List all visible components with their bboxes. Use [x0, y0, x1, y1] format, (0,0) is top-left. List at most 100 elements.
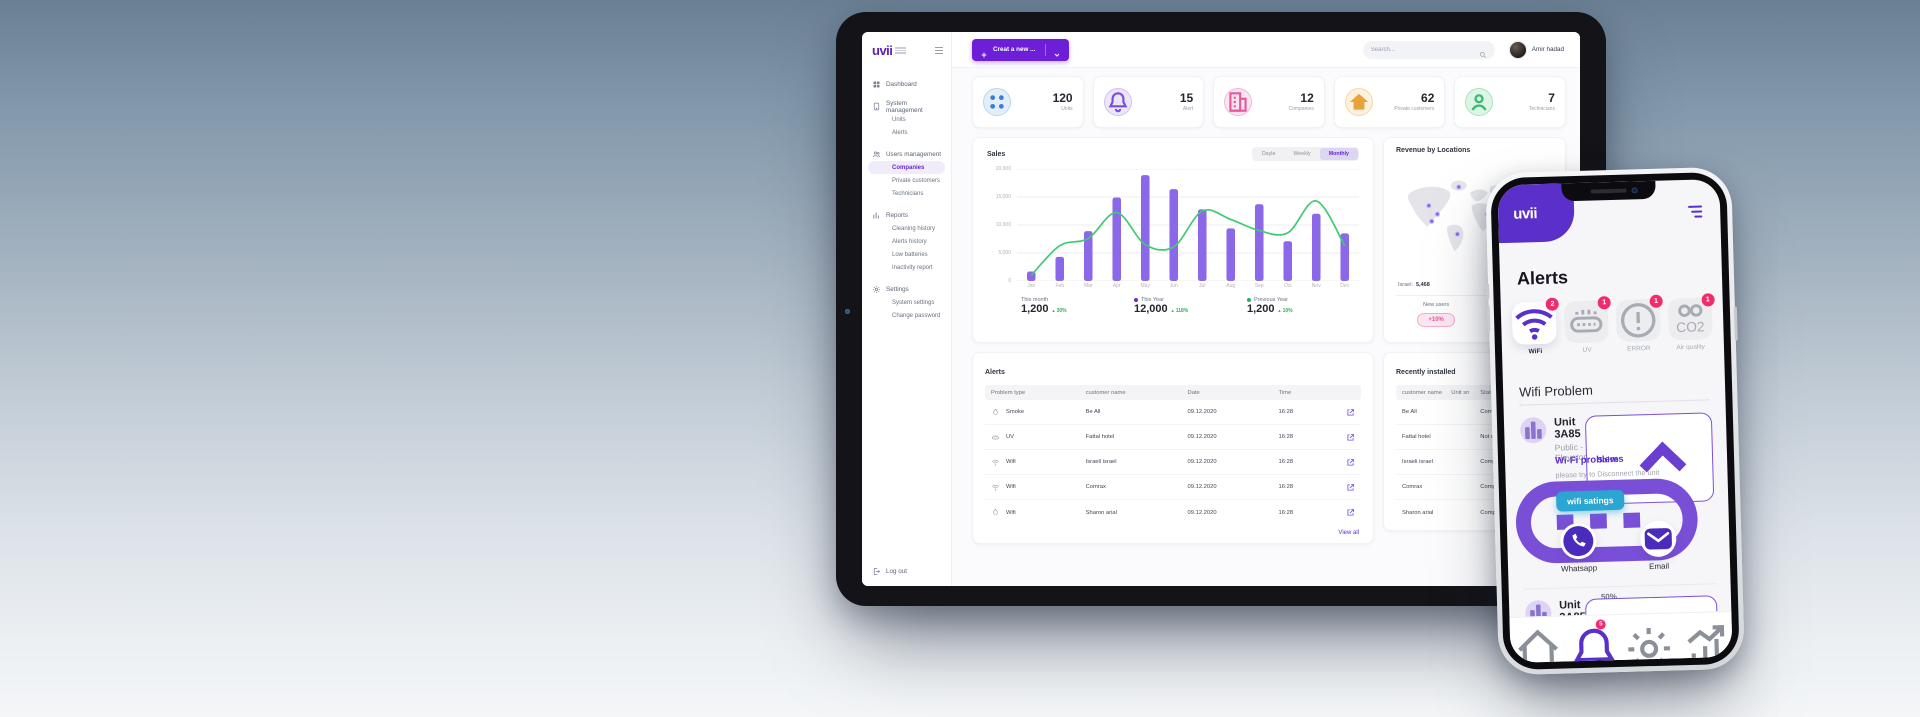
sidebar-item-label: Private customers — [892, 177, 941, 184]
customer-name: Fattal hotel — [1085, 434, 1115, 440]
alert-category[interactable]: 1 ERROR — [1615, 294, 1663, 353]
volume-button — [1486, 283, 1490, 300]
stat-label: Technicians — [1528, 105, 1555, 112]
sidebar-item[interactable]: System management — [868, 100, 945, 114]
sidebar-item[interactable]: Units — [868, 113, 945, 126]
x-tick: Jan — [1027, 283, 1036, 289]
location-value: 5,468 — [1415, 282, 1430, 288]
alert-category[interactable]: CO2 1 Air quality — [1667, 293, 1715, 351]
open-alert-icon[interactable] — [1346, 433, 1355, 442]
tablet-device: uvii Dashboard System management — [836, 12, 1606, 606]
sidebar-item-logout[interactable]: Log out — [862, 564, 951, 578]
stat-label: Alert — [1182, 105, 1194, 112]
topbar: Creat a new ... Amir hadad — [952, 32, 1580, 68]
y-tick: 20,000 — [995, 166, 1011, 172]
volume-button — [1486, 305, 1491, 332]
nav-item[interactable]: 5 ALERTS — [1565, 615, 1622, 663]
button-divider — [1045, 43, 1047, 56]
problem-type-icon — [991, 483, 1000, 492]
sidebar-item[interactable]: Reports — [868, 209, 945, 222]
search-input[interactable] — [1370, 46, 1479, 53]
sales-plot — [1017, 169, 1359, 281]
view-all-link[interactable]: View all — [1338, 530, 1359, 536]
category-label: UV — [1582, 346, 1592, 354]
summary-label: Previous Year — [1254, 297, 1288, 303]
sidebar-item[interactable]: Alerts — [868, 126, 945, 139]
contact-action[interactable]: Email — [1639, 520, 1677, 571]
contact-action[interactable]: Whatsapp — [1559, 522, 1597, 574]
kpi-item: New users +10% — [1417, 302, 1455, 327]
nav-item[interactable]: STATISTICS — [1676, 612, 1733, 664]
sales-card: Sales Dayle Weekly Monthly — [972, 137, 1374, 343]
summary-item: Previous Year 1,200 10% — [1247, 297, 1333, 315]
period-tab[interactable]: Weekly — [1293, 151, 1311, 157]
create-new-button[interactable]: Creat a new ... — [972, 38, 1070, 61]
nav-item[interactable]: HOME — [1509, 616, 1566, 664]
alerts-card: Alerts Problem type customer name Date T… — [972, 352, 1374, 544]
uvii-logo: uvii — [872, 43, 893, 58]
sidebar-item[interactable]: Users management — [868, 148, 945, 161]
contact-actions: Whatsapp Email — [1507, 519, 1730, 575]
user-name: Amir hadad — [1531, 46, 1564, 53]
svg-text:CO2: CO2 — [1676, 319, 1705, 335]
sidebar-item[interactable]: Dashboard — [868, 78, 945, 91]
alert-category[interactable]: 1 UV — [1563, 296, 1611, 354]
sidebar-item[interactable]: Cleaning history — [868, 222, 945, 235]
alerts-table-header: Problem type customer name Date Time — [985, 385, 1361, 400]
alert-category[interactable]: 2 WiFi — [1512, 297, 1560, 356]
open-alert-icon[interactable] — [1346, 408, 1355, 417]
nav-item[interactable]: SETTINGS — [1620, 613, 1677, 664]
customer-name: Israeli israel — [1085, 459, 1117, 465]
power-button — [1733, 306, 1738, 341]
sidebar-item[interactable]: Inactivity report — [868, 261, 945, 274]
col-time: Time — [1278, 389, 1292, 396]
phone-screen: uvii Alerts 2 WiFi 1 — [1497, 178, 1733, 664]
sidebar-collapse-icon[interactable] — [935, 46, 943, 55]
open-alert-icon[interactable] — [1346, 508, 1355, 517]
page-title: Alerts — [1516, 267, 1569, 289]
kpi-label: New users — [1423, 302, 1450, 308]
sidebar-item[interactable]: System settings — [868, 296, 945, 309]
uvii-logo: uvii — [1512, 205, 1538, 223]
sidebar-item-label: System settings — [892, 299, 935, 306]
x-tick: Feb — [1055, 283, 1065, 289]
stat-label: Units — [1061, 105, 1073, 112]
sidebar-item[interactable]: Change password — [868, 309, 945, 322]
section-title: Wifi Problem — [1518, 382, 1594, 400]
open-alert-icon[interactable] — [1346, 483, 1355, 492]
alert-row: Wifi Comrax 09.12.2020 16:28 — [985, 475, 1361, 500]
problem-type: UV — [1006, 434, 1015, 440]
solve-button[interactable]: Solve — [1585, 412, 1715, 506]
wifi-settings-button[interactable]: wifi satings — [1555, 489, 1625, 512]
category-icon — [1512, 301, 1557, 346]
problem-type: Wifi — [1006, 509, 1016, 516]
problem-type: Wifi — [1006, 484, 1016, 490]
search-icon[interactable] — [1479, 46, 1487, 58]
customer-name: Israeli israel — [1402, 459, 1433, 465]
sidebar-item[interactable]: Technicians — [868, 187, 945, 200]
period-tab[interactable]: Monthly — [1319, 148, 1358, 160]
avatar[interactable] — [1508, 40, 1527, 59]
sidebar-item[interactable]: Settings — [868, 283, 945, 296]
logout-label: Log out — [886, 567, 908, 575]
dashboard-screen: uvii Dashboard System management — [862, 32, 1580, 586]
sidebar-item[interactable]: Alerts history — [868, 235, 945, 248]
sidebar-item[interactable]: Private customers — [868, 174, 945, 187]
nav-icon — [1565, 622, 1622, 663]
period-tab[interactable]: Dayle — [1261, 151, 1276, 157]
stat-card: 15 Alert — [1092, 76, 1205, 128]
problem-type-icon — [991, 408, 1000, 417]
y-tick: 5,000 — [998, 250, 1011, 256]
stat-icon — [1224, 88, 1253, 116]
sidebar-item[interactable]: Companies — [868, 161, 945, 174]
customer-name: Comrax — [1085, 484, 1106, 490]
sidebar-item-icon — [872, 80, 881, 89]
sidebar-item[interactable]: Low batteries — [868, 248, 945, 261]
menu-icon[interactable] — [1688, 205, 1703, 218]
alert-time: 16:28 — [1278, 484, 1294, 490]
user-chip[interactable]: Amir hadad — [1508, 40, 1564, 59]
x-tick: Dec — [1340, 283, 1350, 289]
sales-chart: 20,000 15,000 10,000 5,000 0 Jan Feb Mar Apr May… — [987, 166, 1359, 289]
sidebar-item-label: Users management — [886, 151, 941, 158]
open-alert-icon[interactable] — [1346, 458, 1355, 467]
